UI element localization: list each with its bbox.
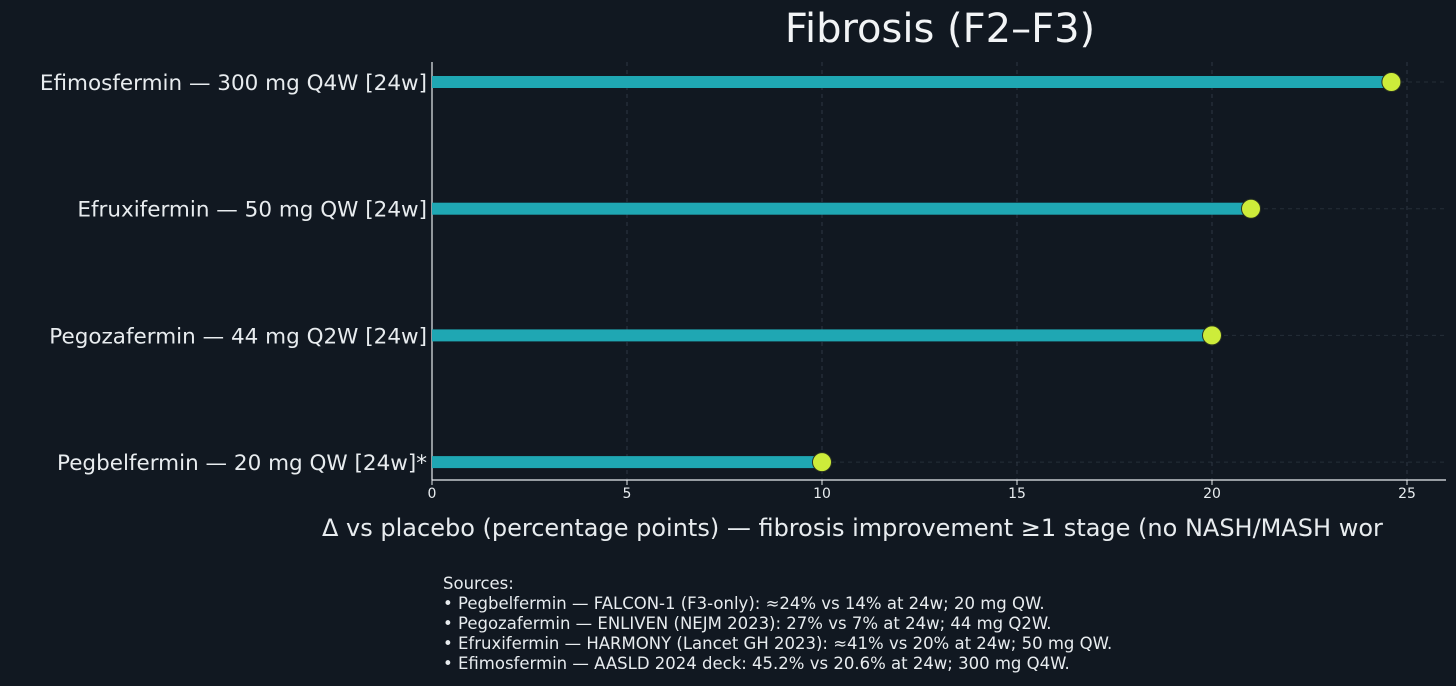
source-line: • Efruxifermin — HARMONY (Lancet GH 2023… (443, 634, 1113, 653)
bar (432, 202, 1251, 215)
category-label: Pegbelfermin — 20 mg QW [24w]* (57, 451, 427, 476)
bar (432, 76, 1392, 88)
sources-heading: Sources: (443, 574, 514, 593)
category-label: Efimosfermin — 300 mg Q4W [24w] (40, 71, 427, 96)
value-marker (812, 452, 832, 473)
x-tick-label: 25 (1398, 486, 1416, 502)
bars (432, 72, 1402, 473)
value-marker (1241, 198, 1261, 219)
x-tick-label: 0 (428, 486, 437, 502)
bar (432, 329, 1212, 342)
chart-title: Fibrosis (F2–F3) (785, 6, 1095, 52)
x-tick-label: 15 (1008, 486, 1026, 502)
grid-lines (432, 62, 1446, 480)
source-line: • Efimosfermin — AASLD 2024 deck: 45.2% … (443, 654, 1070, 673)
x-tick-label: 10 (813, 486, 831, 502)
x-tick-label: 20 (1203, 486, 1221, 502)
source-line: • Pegozafermin — ENLIVEN (NEJM 2023): 27… (443, 614, 1052, 633)
source-line: • Pegbelfermin — FALCON-1 (F3-only): ≈24… (443, 594, 1045, 613)
category-labels: Efimosfermin — 300 mg Q4W [24w] Efruxifer… (40, 71, 427, 476)
axes (431, 62, 1446, 485)
x-axis-label: Δ vs placebo (percentage points) — fibro… (322, 514, 1383, 542)
x-tick-labels: 0 5 10 15 20 25 (428, 486, 1416, 502)
value-marker (1381, 72, 1402, 92)
bar (432, 456, 822, 469)
sources-note: Sources: • Pegbelfermin — FALCON-1 (F3-o… (443, 574, 1112, 674)
category-label: Pegozafermin — 44 mg Q2W [24w] (49, 324, 427, 349)
category-label: Efruxifermin — 50 mg QW [24w] (77, 198, 427, 223)
value-marker (1202, 325, 1222, 346)
x-tick-label: 5 (623, 486, 632, 502)
